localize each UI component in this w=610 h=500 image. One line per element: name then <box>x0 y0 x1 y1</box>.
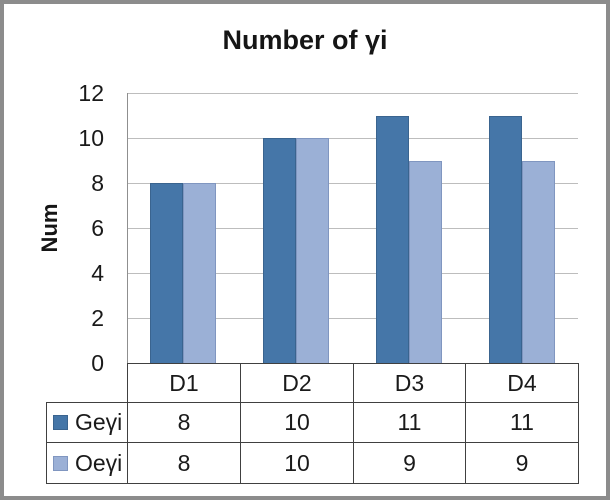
gridline <box>127 93 578 94</box>
bar-series0-d3 <box>376 116 409 364</box>
y-axis-line <box>127 93 128 363</box>
table-value-cell: 10 <box>240 402 354 443</box>
gridline <box>127 273 578 274</box>
legend-cell-series1: Oeγi <box>46 442 128 484</box>
legend-swatch-icon <box>53 455 68 471</box>
table-value-cell: 11 <box>465 402 579 443</box>
legend-swatch-icon <box>53 415 68 430</box>
y-tick-label: 6 <box>91 215 104 241</box>
table-value-cell: 10 <box>240 442 354 484</box>
y-tick-label: 8 <box>91 170 104 196</box>
table-category-cell: D4 <box>465 363 579 403</box>
y-tick-label: 4 <box>91 260 104 286</box>
table-category-cell: D2 <box>240 363 354 403</box>
y-tick-label: 10 <box>78 125 104 151</box>
table-category-cell: D1 <box>127 363 241 403</box>
table-value-cell: 11 <box>353 402 466 443</box>
y-tick-label: 2 <box>91 305 104 331</box>
bar-series1-d1 <box>183 183 216 363</box>
chart-title: Number of γi <box>222 25 388 55</box>
y-tick-label: 0 <box>91 350 104 376</box>
table-value-cell: 9 <box>353 442 466 484</box>
table-category-cell: D3 <box>353 363 466 403</box>
gridline <box>127 183 578 184</box>
bar-series1-d4 <box>522 161 555 364</box>
table-value-cell: 9 <box>465 442 579 484</box>
y-tick-label: 12 <box>78 80 104 106</box>
table-value-cell: 8 <box>127 402 241 443</box>
legend-label: Geγi <box>75 409 123 435</box>
bar-series0-d4 <box>489 116 522 364</box>
gridline <box>127 138 578 139</box>
bar-series0-d2 <box>263 138 296 363</box>
bar-series1-d2 <box>296 138 329 363</box>
bar-series0-d1 <box>150 183 183 363</box>
gridline <box>127 228 578 229</box>
table-value-cell: 8 <box>127 442 241 484</box>
legend-label: Oeγi <box>75 449 123 476</box>
bar-series1-d3 <box>409 161 442 364</box>
legend-cell-series0: Geγi <box>46 402 128 443</box>
gridline <box>127 318 578 319</box>
